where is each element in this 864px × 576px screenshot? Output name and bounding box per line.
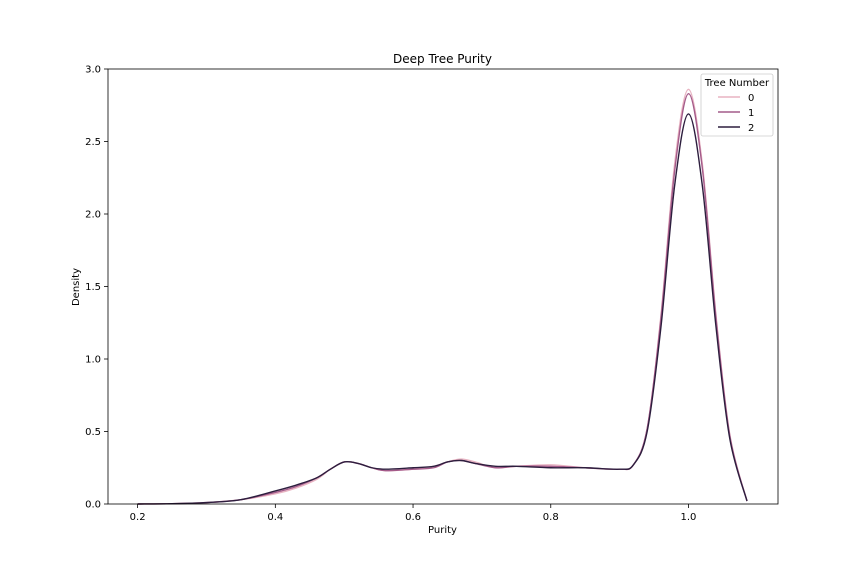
y-tick-label: 1.0 — [85, 355, 101, 366]
y-axis: 0.0 0.5 1.0 1.5 2.0 2.5 3.0 — [85, 65, 108, 511]
x-tick-label: 0.4 — [267, 512, 283, 523]
series-layer — [137, 88, 748, 505]
legend-label-tree-1: 1 — [748, 108, 754, 119]
y-tick-label: 3.0 — [85, 65, 101, 76]
y-axis-label: Density — [71, 268, 82, 306]
x-tick-label: 0.2 — [130, 512, 146, 523]
y-tick-label: 0.0 — [85, 500, 101, 511]
y-tick-label: 2.0 — [85, 210, 101, 221]
legend: Tree Number 0 1 2 — [700, 73, 774, 137]
legend-box — [700, 73, 774, 137]
x-tick-label: 0.6 — [405, 512, 421, 523]
legend-label-tree-0: 0 — [748, 93, 754, 104]
y-tick-label: 1.5 — [85, 282, 101, 293]
x-tick-label: 1.0 — [681, 512, 697, 523]
x-tick-label: 0.8 — [543, 512, 559, 523]
x-axis: 0.2 0.4 0.6 0.8 1.0 — [130, 504, 697, 523]
y-tick-label: 0.5 — [85, 427, 101, 438]
x-axis-label: Purity — [428, 525, 457, 536]
series-line-tree-0 — [137, 88, 748, 505]
y-tick-label: 2.5 — [85, 137, 101, 148]
legend-label-tree-2: 2 — [748, 123, 754, 134]
chart-title: Deep Tree Purity — [393, 52, 492, 66]
legend-title: Tree Number — [704, 78, 770, 89]
series-line-tree-2 — [137, 113, 748, 505]
